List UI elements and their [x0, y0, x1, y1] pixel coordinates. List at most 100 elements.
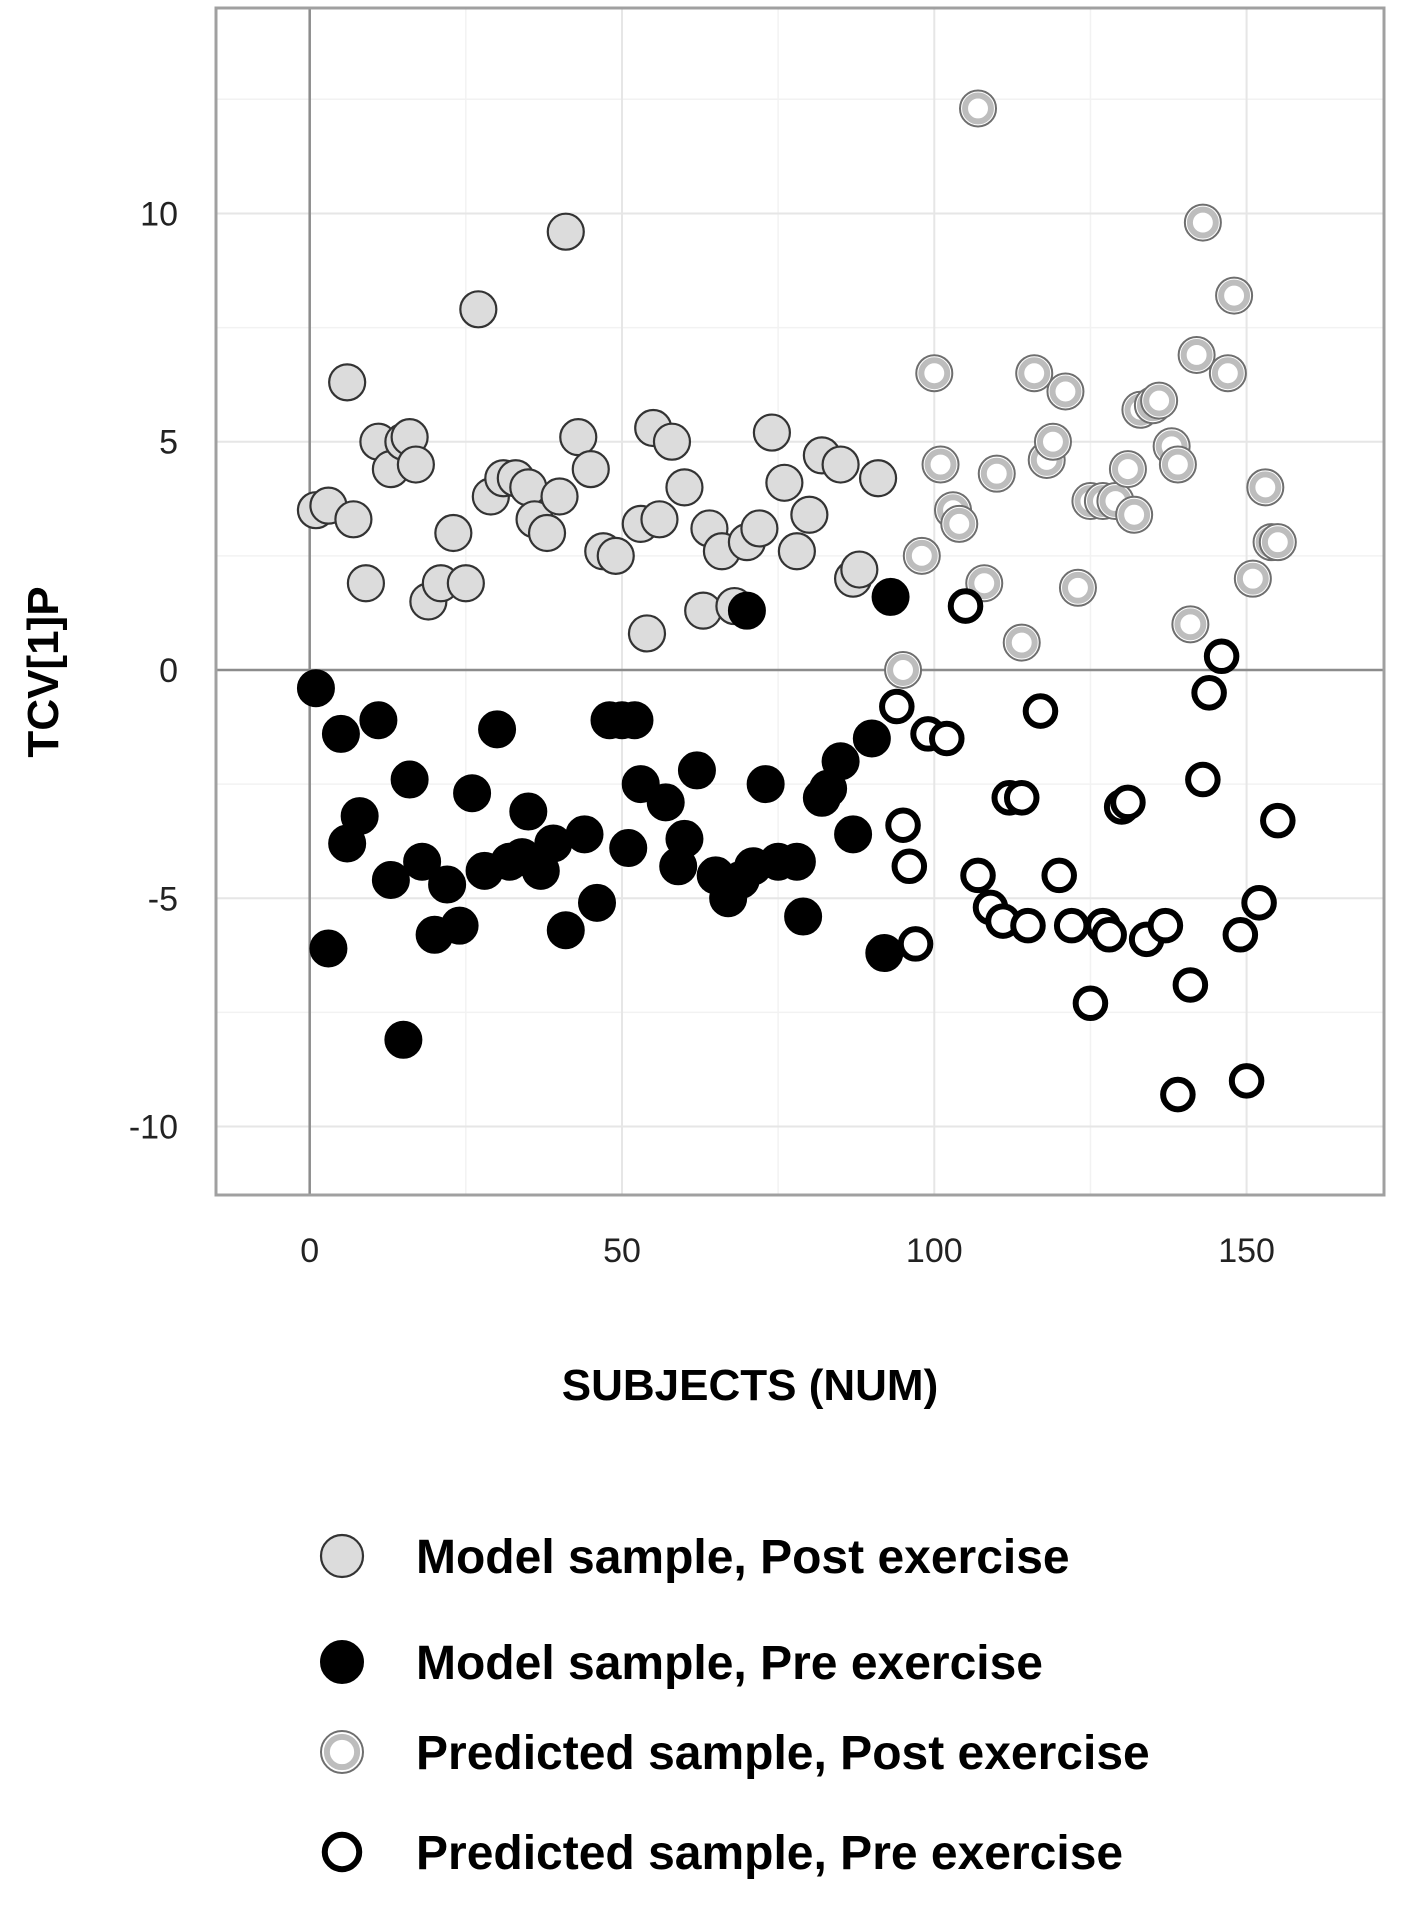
data-point [885, 807, 921, 843]
marker-inner-ring [1005, 626, 1038, 659]
marker-inner-ring [968, 567, 1001, 600]
data-point [328, 363, 367, 402]
marker-fill [565, 815, 604, 854]
series-filled-dark [296, 577, 910, 1059]
marker-inner-ring [1111, 453, 1144, 486]
data-point [1246, 468, 1285, 507]
data-point [1003, 780, 1040, 816]
data-point [1203, 638, 1240, 675]
series-ring-dark [879, 588, 1296, 1113]
marker-fill [453, 774, 492, 813]
marker-fill [840, 550, 879, 589]
data-point [879, 688, 915, 725]
data-point [384, 1020, 423, 1059]
marker-fill [371, 860, 410, 899]
data-point [891, 848, 928, 885]
x-axis-title: SUBJECTS (NUM) [562, 1361, 938, 1410]
data-point [346, 564, 386, 603]
data-point [684, 591, 723, 630]
data-point [646, 783, 685, 822]
data-point [446, 564, 485, 603]
marker-fill [319, 1533, 365, 1579]
marker-fill [578, 883, 617, 922]
marker-fill [858, 459, 898, 498]
marker-ring [947, 588, 984, 624]
data-point [1258, 523, 1297, 562]
data-point [929, 720, 965, 757]
marker-inner-ring [1180, 339, 1213, 371]
marker-ring [1053, 907, 1090, 944]
data-point [821, 445, 860, 484]
data-point [884, 650, 923, 689]
data-point [1022, 693, 1059, 729]
marker-ring [1147, 907, 1184, 944]
marker-fill [765, 463, 804, 502]
marker-fill [571, 450, 610, 489]
marker-inner-ring [962, 92, 994, 125]
marker-ring [1003, 780, 1040, 816]
marker-inner-ring [1143, 384, 1176, 417]
legend-label: Model sample, Post exercise [416, 1531, 1070, 1584]
data-point [371, 860, 410, 899]
marker-ring [1228, 1063, 1265, 1099]
marker-ring [1091, 917, 1127, 953]
data-point [840, 550, 879, 589]
data-point [1222, 917, 1259, 953]
marker-fill [627, 614, 667, 653]
data-point [777, 532, 816, 571]
data-point [609, 829, 648, 868]
marker-ring [879, 688, 915, 725]
data-point [777, 842, 816, 881]
marker-fill [309, 929, 348, 968]
data-point [902, 536, 941, 575]
data-point [947, 588, 984, 624]
legend-label: Model sample, Pre exercise [416, 1637, 1043, 1690]
marker-ring [897, 926, 934, 962]
data-point [1046, 372, 1085, 411]
data-point [1208, 354, 1247, 393]
marker-fill [546, 212, 585, 251]
data-point [1140, 381, 1179, 420]
marker-fill [546, 911, 585, 950]
data-point [509, 792, 548, 831]
x-tick-label: 100 [906, 1232, 963, 1270]
marker-fill [677, 751, 716, 790]
marker-fill [478, 710, 517, 749]
marker-fill [334, 500, 373, 539]
data-point [559, 418, 598, 457]
marker-fill [540, 477, 579, 516]
data-point [1215, 276, 1254, 315]
data-point [359, 701, 398, 740]
marker-fill [821, 445, 860, 484]
data-point [1177, 335, 1216, 374]
data-point [1233, 559, 1272, 598]
data-point [440, 906, 479, 945]
data-point [1228, 1063, 1265, 1099]
marker-fill [865, 934, 904, 973]
data-point [578, 883, 617, 922]
marker-fill [559, 418, 598, 457]
data-point [1058, 568, 1097, 607]
marker-ring [321, 1831, 363, 1873]
marker-ring [1203, 638, 1240, 675]
marker-ring [1185, 761, 1221, 798]
x-tick-label: 150 [1218, 1232, 1275, 1270]
marker-fill [640, 500, 679, 539]
marker-fill [428, 865, 467, 904]
legend-marker [319, 1533, 365, 1579]
marker-fill [821, 742, 860, 781]
marker-fill [615, 701, 654, 740]
data-point [940, 504, 979, 543]
marker-fill [321, 714, 360, 753]
y-tick-label: -5 [148, 880, 178, 918]
data-point [1002, 623, 1041, 662]
marker-inner-ring [323, 1733, 361, 1771]
data-point [765, 463, 804, 502]
marker-fill [646, 783, 685, 822]
data-point [321, 714, 360, 753]
marker-ring [1072, 985, 1109, 1022]
data-point [527, 513, 567, 553]
marker-inner-ring [887, 654, 920, 686]
data-point [752, 413, 791, 452]
